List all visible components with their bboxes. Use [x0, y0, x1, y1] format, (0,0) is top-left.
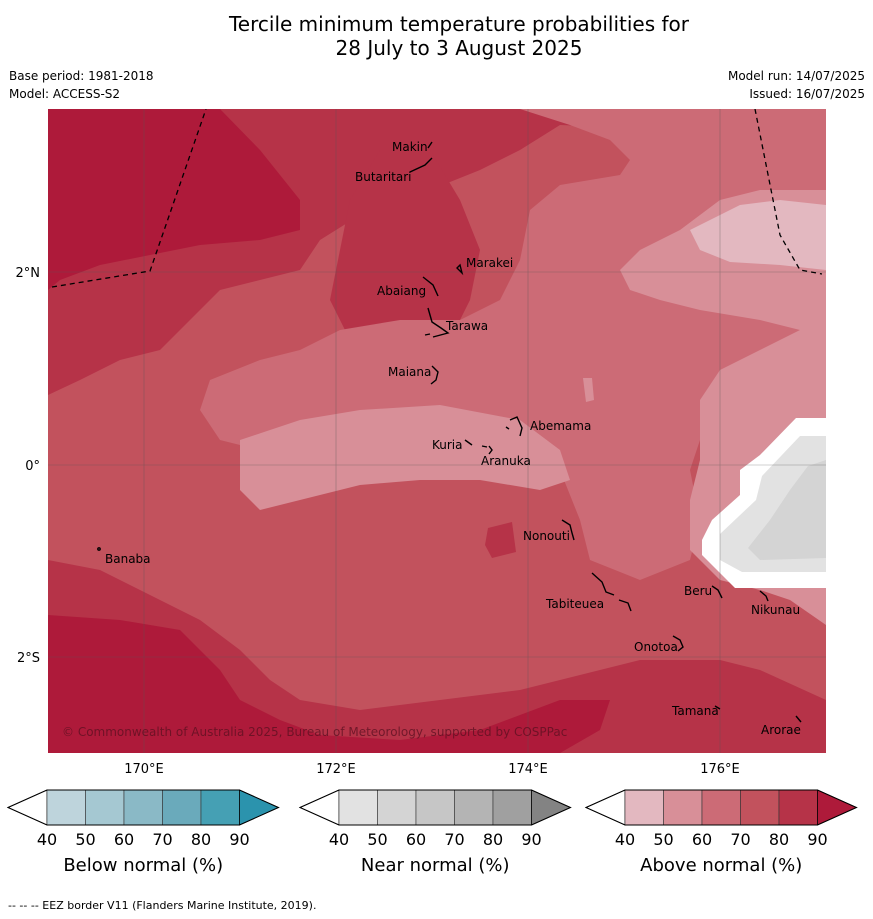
lat-label-2s: 2°S — [17, 651, 40, 666]
meta-left: Base period: 1981-2018 Model: ACCESS-S2 — [9, 67, 154, 103]
model-name: Model: ACCESS-S2 — [9, 87, 121, 101]
colorbar-tick-label: 80 — [191, 830, 211, 849]
colorbar-segment — [200, 789, 240, 826]
label-tamana: Tamana — [671, 704, 719, 718]
colorbar-segment — [663, 789, 703, 826]
colorbar-segment — [415, 789, 455, 826]
colorbar-title: Below normal (%) — [63, 855, 223, 876]
colorbar-title: Near normal (%) — [361, 855, 510, 876]
near-normal-50-60-area — [748, 460, 826, 560]
colorbar-tick-label: 50 — [75, 830, 95, 849]
label-marakei: Marakei — [466, 256, 513, 270]
above-80-90-nonouti-patch — [485, 522, 516, 558]
lat-label-0: 0° — [25, 459, 40, 474]
colorbar-tick-label: 70 — [730, 830, 750, 849]
colorbar-outline — [584, 789, 858, 826]
above-50-60-central — [240, 405, 570, 510]
colorbar-title: Above normal (%) — [640, 855, 802, 876]
colorbar-segment — [377, 789, 417, 826]
colorbar-legends: 40 50 60 70 80 90 Below normal (%) 40 50 60 70 80 90… — [6, 789, 858, 876]
meta-right: Model run: 14/07/2025 Issued: 16/07/2025 — [728, 67, 865, 103]
colorbar-tick-label: 60 — [406, 830, 426, 849]
eez-footnote: -- -- -- EEZ border V11 (Flanders Marine… — [8, 899, 317, 912]
label-butaritari: Butaritari — [355, 170, 412, 184]
label-nikunau: Nikunau — [751, 603, 800, 617]
colorbar-outline — [298, 789, 572, 826]
colorbar-tick-label: 90 — [521, 830, 541, 849]
lon-label-176e: 176°E — [700, 762, 740, 777]
label-abemama: Abemama — [530, 419, 591, 433]
colorbar-segment — [624, 789, 664, 826]
colorbar-extend-high — [817, 789, 858, 826]
issued-date: Issued: 16/07/2025 — [749, 87, 865, 101]
label-banaba: Banaba — [105, 552, 151, 566]
colorbar-segment — [701, 789, 741, 826]
colorbar-tick-label: 40 — [329, 830, 349, 849]
colorbar-segment — [740, 789, 780, 826]
colorbar-tick-label: 50 — [367, 830, 387, 849]
colorbar-tick-label: 80 — [769, 830, 789, 849]
eez-borders — [51, 109, 823, 288]
copyright-notice: © Commonwealth of Australia 2025, Bureau… — [62, 725, 567, 739]
colorbar-tick-label: 50 — [653, 830, 673, 849]
colorbar-segment — [778, 789, 818, 826]
title-line-1: Tercile minimum temperature probabilitie… — [228, 12, 690, 36]
colorbar-extend-low — [299, 789, 340, 826]
colorbar-segment — [338, 789, 378, 826]
colorbar-segment — [85, 789, 125, 826]
colorbar-tick-label: 90 — [229, 830, 249, 849]
colorbar-tick-label: 80 — [483, 830, 503, 849]
label-aranuka: Aranuka — [481, 454, 531, 468]
label-abaiang: Abaiang — [377, 284, 426, 298]
lon-label-172e: 172°E — [316, 762, 356, 777]
chart-title: Tercile minimum temperature probabilitie… — [0, 12, 873, 60]
label-beru: Beru — [684, 584, 712, 598]
label-kuria: Kuria — [432, 438, 463, 452]
colorbar-segment — [123, 789, 163, 826]
lon-label-174e: 174°E — [508, 762, 548, 777]
colorbar-tick-label: 40 — [37, 830, 57, 849]
title-line-2: 28 July to 3 August 2025 — [335, 36, 583, 60]
colorbar-tick-label: 60 — [692, 830, 712, 849]
colorbar-segment — [492, 789, 532, 826]
colorbar-tick-label: 90 — [807, 830, 827, 849]
base-period: Base period: 1981-2018 — [9, 69, 154, 83]
above-50-60-island-patch — [583, 378, 594, 402]
above-40-50-east — [690, 200, 826, 270]
colorbar-3: 40 50 60 70 80 90 Above normal (%) — [584, 789, 858, 876]
map-area: Makin Butaritari Marakei Abaiang Tarawa … — [48, 109, 826, 753]
colorbar-extend-low — [7, 789, 48, 826]
label-tabiteuea: Tabiteuea — [545, 597, 604, 611]
colorbar-extend-low — [585, 789, 626, 826]
label-nonouti: Nonouti — [523, 529, 570, 543]
label-arorae: Arorae — [761, 723, 801, 737]
above-90-northwest — [48, 109, 300, 290]
colorbar-tick-label: 40 — [615, 830, 635, 849]
island-outlines — [97, 141, 802, 723]
label-maiana: Maiana — [388, 365, 431, 379]
colorbar-tick-label: 70 — [152, 830, 172, 849]
colorbar-segment — [46, 789, 86, 826]
colorbar-tick-label: 70 — [444, 830, 464, 849]
grid-lines — [48, 109, 826, 753]
colorbar-extend-high — [531, 789, 572, 826]
label-makin: Makin — [392, 140, 428, 154]
colorbar-1: 40 50 60 70 80 90 Below normal (%) — [6, 789, 280, 876]
island-labels: Makin Butaritari Marakei Abaiang Tarawa … — [105, 140, 801, 737]
colorbar-tick-label: 60 — [114, 830, 134, 849]
colorbar-segment — [162, 789, 202, 826]
lon-label-170e: 170°E — [124, 762, 164, 777]
lat-label-2n: 2°N — [16, 266, 41, 281]
colorbar-outline — [6, 789, 280, 826]
colorbar-extend-high — [239, 789, 280, 826]
label-tarawa: Tarawa — [445, 319, 488, 333]
axis-labels: 2°N 0° 2°S 170°E 172°E 174°E 176°E — [16, 266, 740, 777]
label-onotoa: Onotoa — [634, 640, 678, 654]
above-90-southwest — [48, 615, 610, 753]
colorbar-segment — [454, 789, 494, 826]
above-60-70-area — [200, 109, 826, 580]
model-run: Model run: 14/07/2025 — [727, 69, 865, 83]
colorbar-2: 40 50 60 70 80 90 Near normal (%) — [298, 789, 572, 876]
